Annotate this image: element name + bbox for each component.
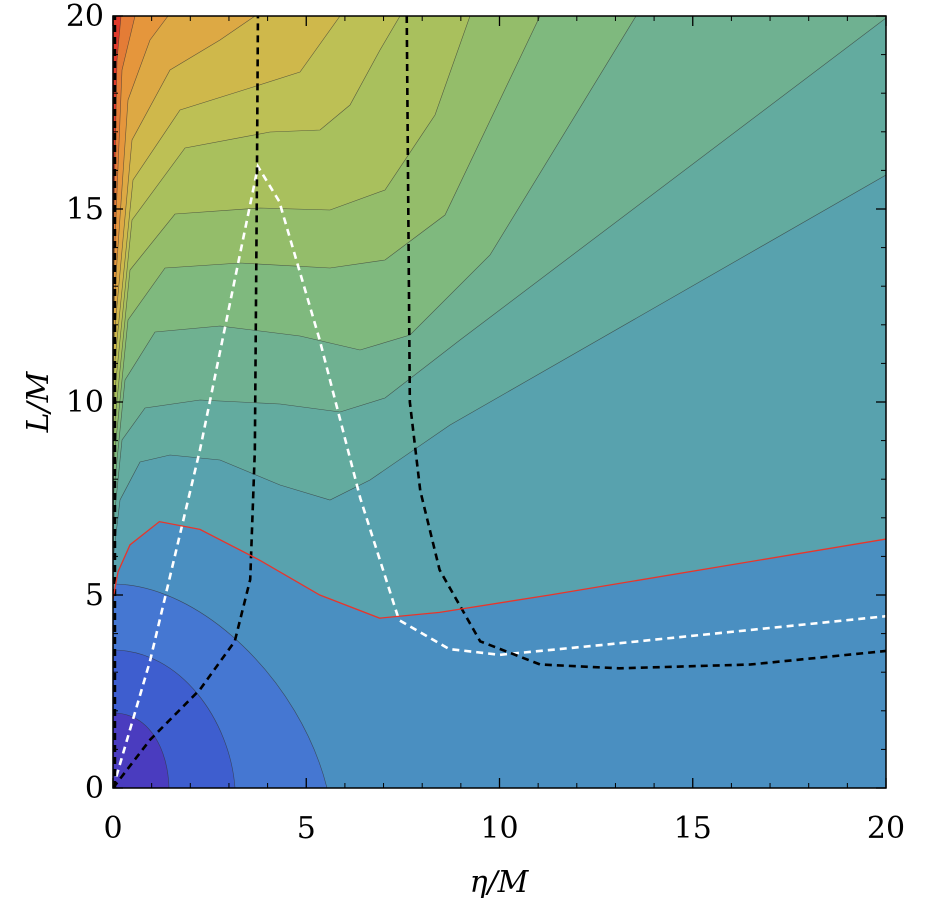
contour-line xyxy=(113,649,236,788)
contour-line xyxy=(113,16,401,411)
contour-line xyxy=(113,16,169,321)
x-tick-label: 20 xyxy=(867,811,905,846)
curve xyxy=(405,16,886,670)
y-tick-label: 5 xyxy=(85,578,104,613)
x-tick-label: 5 xyxy=(297,811,316,846)
contour-line xyxy=(113,16,341,381)
y-tick-label: 20 xyxy=(66,0,104,34)
contour-region xyxy=(113,16,255,350)
curve xyxy=(113,163,886,788)
x-tick-label: 0 xyxy=(103,811,122,846)
contour-region xyxy=(113,16,168,320)
plot-frame xyxy=(112,15,887,789)
contour-region xyxy=(113,16,400,410)
contour-fills xyxy=(113,16,886,788)
x-tick-label: 10 xyxy=(480,811,518,846)
contour-region xyxy=(113,713,169,788)
contour-line xyxy=(113,174,886,561)
contour-region xyxy=(113,16,135,290)
y-tick-label: 10 xyxy=(66,385,104,420)
curve xyxy=(113,16,260,788)
y-axis-label: L/M xyxy=(21,370,56,433)
contour-line xyxy=(113,16,136,291)
y-tick-label: 0 xyxy=(85,771,104,806)
y-tick-label: 15 xyxy=(66,192,104,227)
contour-line xyxy=(113,16,637,501)
curve xyxy=(113,520,886,619)
contour-line xyxy=(113,17,886,531)
x-tick-label: 15 xyxy=(674,811,712,846)
contour-line xyxy=(113,16,256,351)
contour-line xyxy=(113,16,541,471)
x-axis-label: η/M xyxy=(470,865,530,900)
contour-region xyxy=(113,16,340,380)
axes: 0 5 10 15 20 0 5 10 15 20 xyxy=(66,0,905,846)
contour-line xyxy=(113,16,471,441)
contour-line xyxy=(113,583,328,788)
